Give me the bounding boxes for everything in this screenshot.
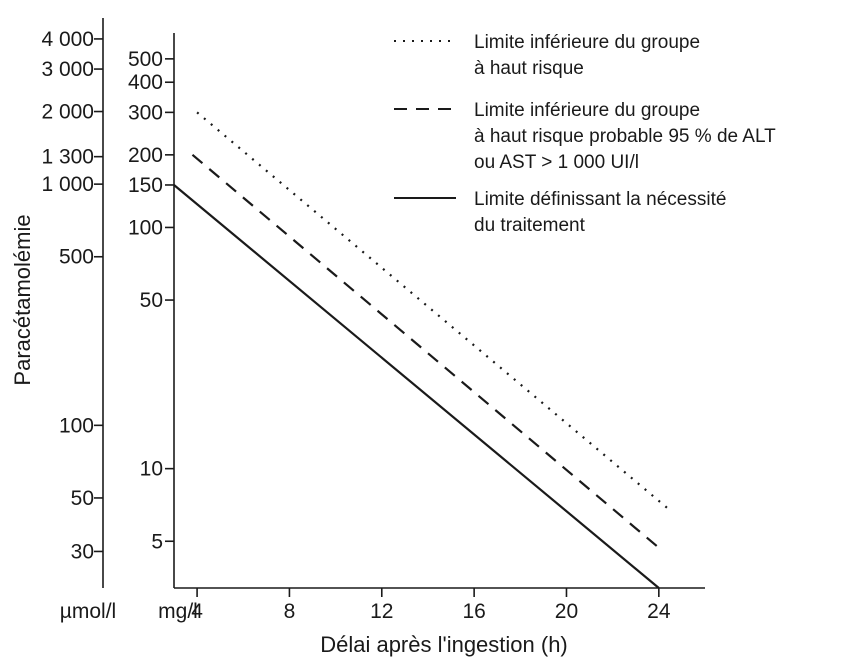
series-line-solid <box>173 184 660 589</box>
umol-tick-label: 100 <box>59 414 94 437</box>
umol-tick-label: 50 <box>71 487 94 510</box>
x-tick-label: 24 <box>647 600 671 623</box>
mg-tick-label: 5 <box>151 530 163 553</box>
mg-tick-label: 150 <box>128 174 163 197</box>
x-tick-label: 4 <box>191 600 203 623</box>
y-axis-title: Paracétamolémie <box>10 214 35 385</box>
mg-tick-label: 500 <box>128 48 163 71</box>
legend-label: Limite définissant la nécessité <box>474 189 726 210</box>
umol-tick-group: 4 000 3 000 2 000 1 300 1 000 500 100 50 30 <box>41 28 103 563</box>
mg-tick-label: 400 <box>128 71 163 94</box>
umol-tick-label: 500 <box>59 246 94 269</box>
mg-tick-label: 200 <box>128 144 163 167</box>
umol-tick-label: 3 000 <box>41 58 94 81</box>
mg-tick-label: 100 <box>128 216 163 239</box>
mg-tick-label: 10 <box>140 458 163 481</box>
umol-unit-label: µmol/l <box>60 600 116 623</box>
umol-tick-label: 1 300 <box>41 146 94 169</box>
x-axis-title: Délai après l'ingestion (h) <box>320 632 568 657</box>
mg-tick-label: 50 <box>140 289 163 312</box>
legend: Limite inférieure du groupe à haut risque… <box>394 32 776 236</box>
series-line-dashed <box>191 153 660 549</box>
x-tick-label: 20 <box>555 600 578 623</box>
x-tick-label: 8 <box>284 600 296 623</box>
mg-unit-label: mg/l <box>158 600 198 623</box>
umol-tick-label: 1 000 <box>41 173 94 196</box>
umol-tick-label: 30 <box>71 540 94 563</box>
umol-tick-label: 2 000 <box>41 101 94 124</box>
umol-tick-label: 4 000 <box>41 28 94 51</box>
series-group <box>173 111 672 589</box>
x-tick-group: 4 8 12 16 20 24 <box>191 588 671 623</box>
x-tick-label: 16 <box>462 600 485 623</box>
legend-label: à haut risque <box>474 58 584 79</box>
mg-tick-label: 300 <box>128 101 163 124</box>
legend-label: ou AST > 1 000 UI/l <box>474 152 639 173</box>
legend-label: Limite inférieure du groupe <box>474 32 700 53</box>
legend-label: Limite inférieure du groupe <box>474 100 700 121</box>
x-tick-label: 12 <box>370 600 393 623</box>
legend-label: du traitement <box>474 215 586 236</box>
legend-label: à haut risque probable 95 % de ALT <box>474 126 776 147</box>
